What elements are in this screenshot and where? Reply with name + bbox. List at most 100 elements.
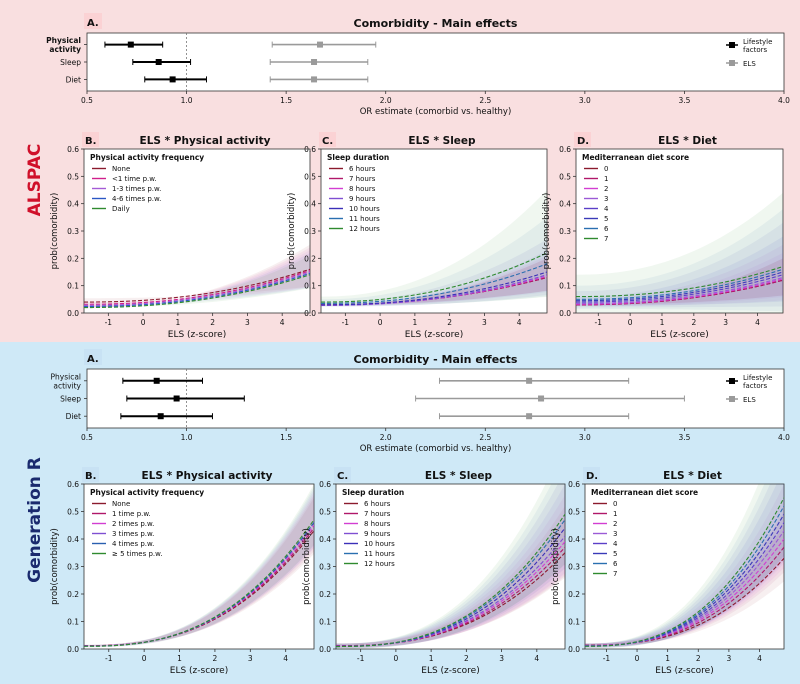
panel-tag-bg: [319, 132, 336, 147]
forest-plot: A. Comorbidity - Main effects 0.5 1.0 1.5 2.0…: [50, 349, 790, 454]
ci-band: [336, 495, 565, 648]
cohort-label: ALSPAC: [25, 144, 45, 217]
y-tick-label: 0.3: [67, 563, 79, 572]
ci-band: [585, 484, 784, 649]
series-line: [84, 268, 310, 303]
series-line: [576, 266, 783, 298]
panel-tag: A.: [87, 354, 99, 365]
plot-area: [84, 244, 310, 309]
x-tick-label: 1: [412, 318, 417, 327]
x-tick-label: 3: [248, 654, 253, 663]
point-estimate: [316, 41, 323, 48]
legend-label: 6 hours: [364, 500, 391, 508]
ci-band: [84, 247, 310, 308]
y-tick-label: 0.2: [319, 590, 331, 599]
legend-title: Mediterranean diet score: [591, 488, 698, 497]
legend-label: 7 hours: [364, 510, 391, 518]
y-tick-label: 0.0: [67, 645, 79, 654]
y-tick-label: 0.2: [67, 590, 79, 599]
y-tick-label: 0.3: [559, 227, 571, 236]
interaction-panel: B. ELS * Physical activity -1 0 1 2 3 4 0.0 0.1 0.…: [50, 132, 311, 340]
x-tick-label: 0: [142, 654, 147, 663]
legend-label: 12 hours: [349, 225, 380, 233]
legend-label: 5: [613, 550, 617, 558]
ci-band: [576, 222, 783, 308]
x-tick-label: -1: [357, 654, 365, 663]
legend-label: <1 time p.w.: [112, 175, 157, 183]
y-tick-label: 0.1: [568, 618, 580, 627]
panel-tag: D.: [586, 471, 598, 482]
y-tick-label: 0.6: [319, 480, 331, 489]
x-tick-label: 1.0: [181, 433, 193, 442]
series-line: [336, 513, 565, 648]
x-tick-label: -1: [595, 318, 603, 327]
legend-label: factors: [743, 46, 768, 54]
series-line: [576, 268, 783, 300]
legend-marker: [729, 396, 735, 402]
legend-label: None: [112, 165, 130, 173]
plot-area: [321, 190, 547, 307]
ci-band: [321, 190, 547, 306]
ci-band: [336, 484, 565, 649]
legend-label: 6: [613, 560, 618, 568]
x-tick-label: 1: [665, 654, 670, 663]
legend-label: 10 hours: [349, 205, 380, 213]
legend-label: 2: [613, 520, 617, 528]
panel-tag-bg: [574, 132, 591, 147]
ci-band: [336, 484, 565, 649]
y-tick-label: 0.1: [559, 282, 571, 291]
legend-label: 11 hours: [364, 550, 395, 558]
panel-axes: [83, 483, 315, 650]
ci-band: [576, 258, 783, 305]
x-tick-label: 3.5: [678, 433, 690, 442]
series-line: [321, 271, 547, 306]
y-tick-label: 0.3: [568, 563, 580, 572]
x-tick-label: 0: [141, 318, 146, 327]
legend-marker: [729, 42, 735, 48]
panel-title: ELS * Diet: [663, 470, 722, 482]
interaction-panel: D. ELS * Diet -1 0 1 2 3 4 0.0 0.1 0.2 0.3 0.4 0.5 0.6…: [542, 132, 784, 340]
plot-area: [336, 484, 565, 649]
panel-ylabel: prob(comorbidity): [551, 528, 561, 605]
legend-label: 4 times p.w.: [112, 540, 154, 548]
point-estimate: [311, 59, 318, 65]
legend-title: Mediterranean diet score: [582, 153, 689, 162]
ci-band: [576, 258, 783, 305]
ci-band: [336, 517, 565, 648]
ci-band: [84, 252, 310, 308]
ci-band: [84, 484, 314, 648]
y-tick-label: 0.5: [559, 172, 571, 181]
y-tick-label: 0.6: [568, 480, 580, 489]
y-tick-label: 0.1: [304, 282, 316, 291]
panel-tag-bg: [84, 349, 102, 365]
y-tick-label: 0.5: [319, 508, 331, 517]
y-tick-label: 0.6: [559, 145, 571, 154]
x-tick-label: 1.5: [280, 96, 292, 105]
x-tick-label: 1: [660, 318, 665, 327]
panel-ylabel: prob(comorbidity): [287, 193, 297, 270]
legend-label: 3 times p.w.: [112, 530, 154, 538]
ci-band: [585, 511, 784, 647]
legend-label: 6: [604, 225, 609, 233]
x-tick-label: -1: [105, 318, 113, 327]
panel-title: ELS * Sleep: [425, 470, 493, 482]
point-estimate: [157, 413, 164, 420]
y-tick-label: 0.0: [559, 309, 571, 318]
panel-ylabel: prob(comorbidity): [302, 528, 312, 605]
panel-xlabel: ELS (z-score): [655, 666, 713, 676]
y-tick-label: 0.6: [67, 480, 79, 489]
forest-xlabel: OR estimate (comorbid vs. healthy): [360, 107, 512, 117]
legend-label: 6 hours: [349, 165, 376, 173]
point-estimate: [526, 377, 533, 384]
forest-row-label: Sleep: [60, 395, 81, 404]
series-line: [84, 270, 310, 305]
series-line: [84, 272, 310, 307]
ci-band: [84, 497, 314, 647]
legend-label: 9 hours: [349, 195, 376, 203]
plot-area: [84, 484, 314, 648]
y-tick-label: 0.4: [319, 535, 331, 544]
x-tick-label: 4.0: [778, 433, 790, 442]
interaction-panel: C. ELS * Sleep -1 0 1 2 3 4 0.0 0.1 0.2 0.3 0.4 0.5 0.…: [302, 467, 566, 676]
y-tick-label: 0.1: [67, 618, 79, 627]
